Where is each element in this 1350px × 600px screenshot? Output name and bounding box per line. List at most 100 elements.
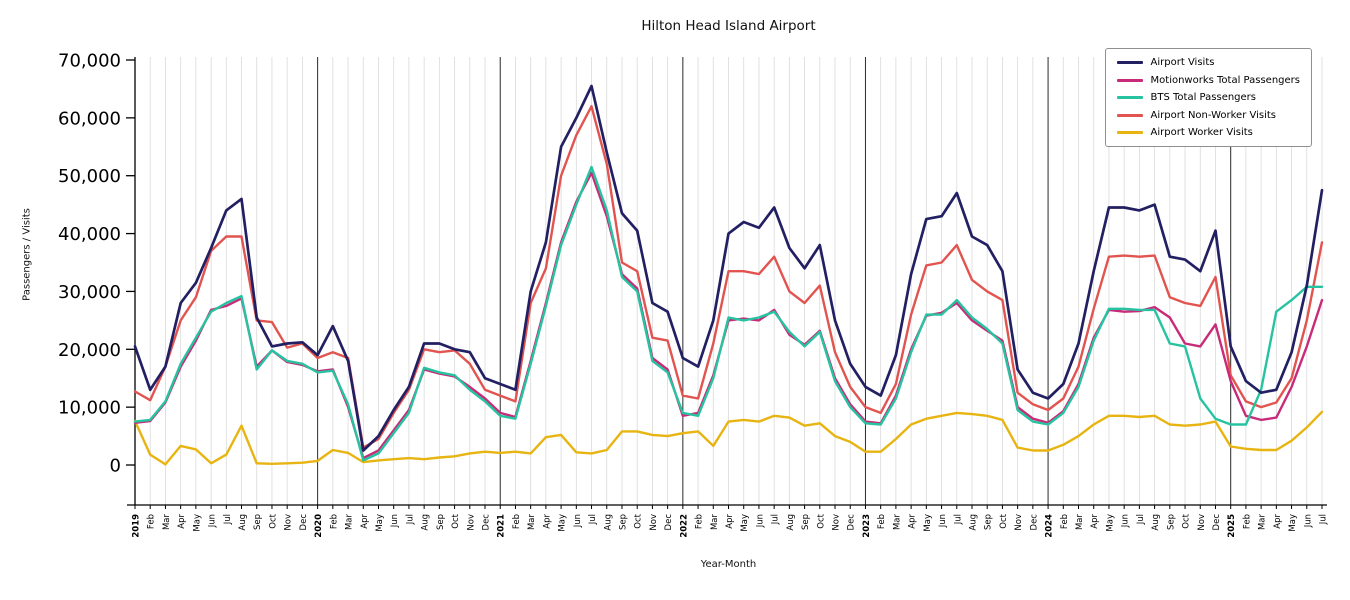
legend-swatch-motionworks-total-passengers xyxy=(1116,78,1143,82)
x-tick-label: 2024 xyxy=(1045,514,1055,538)
y-tick-label: 10,000 xyxy=(58,398,121,419)
x-tick-label: May xyxy=(375,514,385,532)
x-tick-label: Feb xyxy=(512,514,522,529)
x-tick-label: Oct xyxy=(1182,513,1192,528)
x-tick-label: Sep xyxy=(1166,514,1176,530)
legend-swatch-airport-visits xyxy=(1116,61,1143,64)
x-tick-label: Aug xyxy=(238,514,248,531)
x-tick-label: Sep xyxy=(253,514,263,530)
x-tick-label: 2025 xyxy=(1227,514,1237,538)
series-line-bts-total-passengers xyxy=(133,165,1324,462)
x-tick-label: Apr xyxy=(1090,514,1100,529)
x-tick-label: Jun xyxy=(390,514,400,528)
x-tick-label: Jun xyxy=(1121,514,1131,528)
x-axis-label: Year-Month xyxy=(700,559,757,570)
x-tick-label: Sep xyxy=(801,514,811,530)
x-tick-label: Nov xyxy=(649,514,659,531)
x-tick-label: Sep xyxy=(618,514,628,530)
x-tick-label: Oct xyxy=(634,513,644,528)
x-tick-label: Aug xyxy=(603,514,613,531)
y-tick-label: 60,000 xyxy=(58,108,121,129)
x-tick-label: Jun xyxy=(755,514,765,528)
x-tick-label: Jun xyxy=(573,514,583,528)
x-tick-label: Apr xyxy=(1273,514,1283,529)
x-tick-label: Mar xyxy=(892,514,902,531)
x-tick-label: Jul xyxy=(223,514,233,525)
chart-title: Hilton Head Island Airport xyxy=(641,18,816,34)
x-tick-label: May xyxy=(192,514,202,532)
x-tick-label: Apr xyxy=(542,514,552,529)
x-tick-label: Jun xyxy=(1303,514,1313,528)
x-tick-label: 2023 xyxy=(862,514,872,538)
x-tick-label: Apr xyxy=(177,514,187,529)
x-tick-label: Dec xyxy=(482,514,492,531)
legend-item-airport-worker-visits: Airport Worker Visits xyxy=(1116,127,1300,138)
x-tick-label: Sep xyxy=(984,514,994,530)
x-tick-label: Feb xyxy=(695,514,705,529)
legend-label-airport-visits: Airport Visits xyxy=(1150,57,1215,68)
y-tick-label: 30,000 xyxy=(58,282,121,303)
legend-swatch-airport-worker-visits xyxy=(1116,131,1143,134)
legend-label-airport-non-worker-visits: Airport Non-Worker Visits xyxy=(1150,109,1277,121)
x-tick-label: Mar xyxy=(527,514,537,531)
x-tick-label: Aug xyxy=(421,514,431,531)
legend-swatch-bts-total-passengers xyxy=(1116,96,1143,99)
x-tick-label: Dec xyxy=(664,514,674,531)
y-tick-label: 20,000 xyxy=(58,340,121,361)
series-line-airport-non-worker-visits xyxy=(133,105,1324,449)
y-tick-label: 50,000 xyxy=(58,166,121,187)
series-line-airport-visits xyxy=(133,84,1324,452)
x-tick-label: Dec xyxy=(1029,514,1039,531)
x-tick-label: Mar xyxy=(710,514,720,531)
legend: Airport Visits Motionworks Total Passeng… xyxy=(1104,48,1312,147)
x-tick-label: Aug xyxy=(968,514,978,531)
x-tick-label: Nov xyxy=(466,514,476,531)
legend-label-bts-total-passengers: BTS Total Passengers xyxy=(1150,92,1256,103)
x-tick-label: May xyxy=(923,514,933,532)
y-tick-label: 70,000 xyxy=(58,51,121,72)
x-tick-label: Mar xyxy=(345,514,355,531)
x-tick-label: Oct xyxy=(816,513,826,528)
x-tick-label: Jun xyxy=(208,514,218,528)
x-tick-label: Jul xyxy=(1136,514,1146,525)
legend-item-bts-total-passengers: BTS Total Passengers xyxy=(1116,92,1300,103)
x-tick-label: 2022 xyxy=(679,514,689,538)
x-tick-label: Feb xyxy=(877,514,887,529)
y-tick-label: 0 xyxy=(110,456,121,477)
series-line-airport-worker-visits xyxy=(133,410,1324,466)
legend-label-airport-worker-visits: Airport Worker Visits xyxy=(1150,127,1253,138)
legend-swatch-airport-non-worker-visits xyxy=(1116,113,1143,117)
x-tick-label: Oct xyxy=(451,513,461,528)
x-tick-label: Jul xyxy=(588,514,598,525)
x-tick-label: Jul xyxy=(1319,514,1329,525)
x-tick-label: Feb xyxy=(1060,514,1070,529)
x-tick-label: 2019 xyxy=(132,514,142,538)
x-tick-label: Dec xyxy=(299,514,309,531)
x-tick-label: Nov xyxy=(284,514,294,531)
x-tick-label: Jul xyxy=(953,514,963,525)
x-tick-label: Mar xyxy=(1075,514,1085,531)
legend-item-airport-non-worker-visits: Airport Non-Worker Visits xyxy=(1116,109,1300,121)
x-tick-label: Sep xyxy=(436,514,446,530)
legend-item-airport-visits: Airport Visits xyxy=(1116,57,1300,68)
legend-item-motionworks-total-passengers: Motionworks Total Passengers xyxy=(1116,74,1300,86)
x-tick-label: Mar xyxy=(1258,514,1268,531)
x-tick-label: Aug xyxy=(786,514,796,531)
x-tick-label: Jul xyxy=(405,514,415,525)
x-tick-label: May xyxy=(1288,514,1298,532)
x-tick-label: Feb xyxy=(147,514,157,529)
x-tick-label: Feb xyxy=(1242,514,1252,529)
x-tick-label: May xyxy=(1105,514,1115,532)
x-tick-label: 2021 xyxy=(497,514,507,538)
x-tick-label: Apr xyxy=(908,514,918,529)
x-tick-label: Nov xyxy=(1197,514,1207,531)
x-tick-label: May xyxy=(740,514,750,532)
x-tick-label: Oct xyxy=(268,513,278,528)
x-tick-label: Mar xyxy=(162,514,172,531)
legend-label-motionworks-total-passengers: Motionworks Total Passengers xyxy=(1150,74,1300,86)
x-tick-label: Jul xyxy=(771,514,781,525)
x-tick-label: 2020 xyxy=(314,514,324,538)
x-tick-label: Nov xyxy=(1014,514,1024,531)
y-tick-label: 40,000 xyxy=(58,224,121,245)
